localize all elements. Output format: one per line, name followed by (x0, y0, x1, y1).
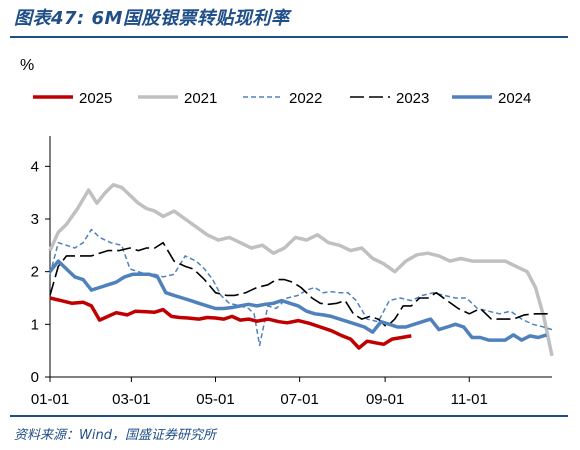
y-tick-label: 3 (31, 211, 39, 228)
series-line-2023 (49, 241, 552, 328)
y-tick-label: 0 (31, 369, 39, 386)
chart-series (48, 183, 554, 357)
legend-label-2023: 2023 (396, 90, 429, 107)
source-divider (10, 415, 568, 417)
legend-label-2021: 2021 (184, 90, 217, 107)
legend-label-2022: 2022 (289, 90, 322, 107)
figure-title: 图表47: 6M国股银票转贴现利率 (14, 8, 290, 29)
title-divider (10, 36, 568, 38)
y-axis-unit-label: % (20, 57, 34, 74)
x-tick-label: 09-01 (366, 391, 404, 408)
series-line-2025 (49, 296, 412, 350)
chart-legend: 2025 2021 2022 2023 2024 (33, 90, 531, 107)
line-chart: % 2025 2021 2022 2023 2024 0 1 2 3 4 01-01 03-01 05… (20, 57, 554, 408)
x-tick-label: 03-01 (112, 391, 150, 408)
x-tick-label: 05-01 (196, 391, 234, 408)
series-line-2022 (49, 228, 553, 347)
x-tick-label: 07-01 (280, 391, 318, 408)
y-tick-label: 2 (31, 264, 39, 281)
x-tick-label: 11-01 (451, 391, 488, 408)
series-line-2021 (48, 183, 554, 357)
y-tick-label: 1 (31, 316, 39, 333)
x-tick-label: 01-01 (31, 391, 69, 408)
y-tick-label: 4 (31, 158, 39, 175)
chart-axes: 0 1 2 3 4 01-01 03-01 05-01 07-01 09-01 11-01 (31, 136, 552, 408)
series-line-2024 (48, 259, 548, 342)
legend-label-2025: 2025 (79, 90, 112, 107)
source-note: 资料来源：Wind，国盛证券研究所 (14, 428, 216, 443)
legend-label-2024: 2024 (498, 90, 531, 107)
